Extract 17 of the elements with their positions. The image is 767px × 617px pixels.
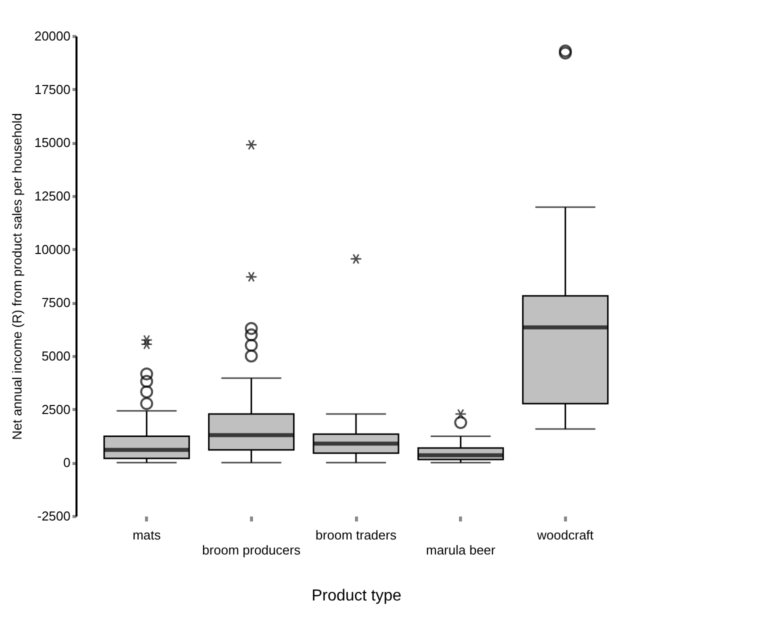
- y-tick-label: 5000: [42, 348, 70, 364]
- x-tick-label: marula beer: [426, 542, 496, 558]
- y-tick-label: 7500: [42, 295, 70, 310]
- y-tick-label: -2500: [37, 508, 70, 524]
- y-tick-label: 10000: [34, 242, 70, 257]
- y-tick-label: 17500: [34, 82, 70, 97]
- y-tick-label: 2500: [42, 402, 70, 417]
- x-tick-label: woodcraft: [536, 528, 594, 542]
- y-tick-label: 15000: [34, 135, 70, 150]
- y-tick-label: 0: [63, 455, 70, 470]
- y-tick-label: 12500: [34, 188, 70, 204]
- x-tick-label: broom traders: [316, 528, 397, 542]
- x-axis-title: Product type: [312, 588, 402, 604]
- y-axis-title: Net annual income (R) from product sales per household: [9, 113, 24, 440]
- y-tick-label: 20000: [34, 28, 70, 44]
- x-tick-label: mats: [132, 528, 162, 542]
- x-tick-label: broom producers: [202, 542, 301, 558]
